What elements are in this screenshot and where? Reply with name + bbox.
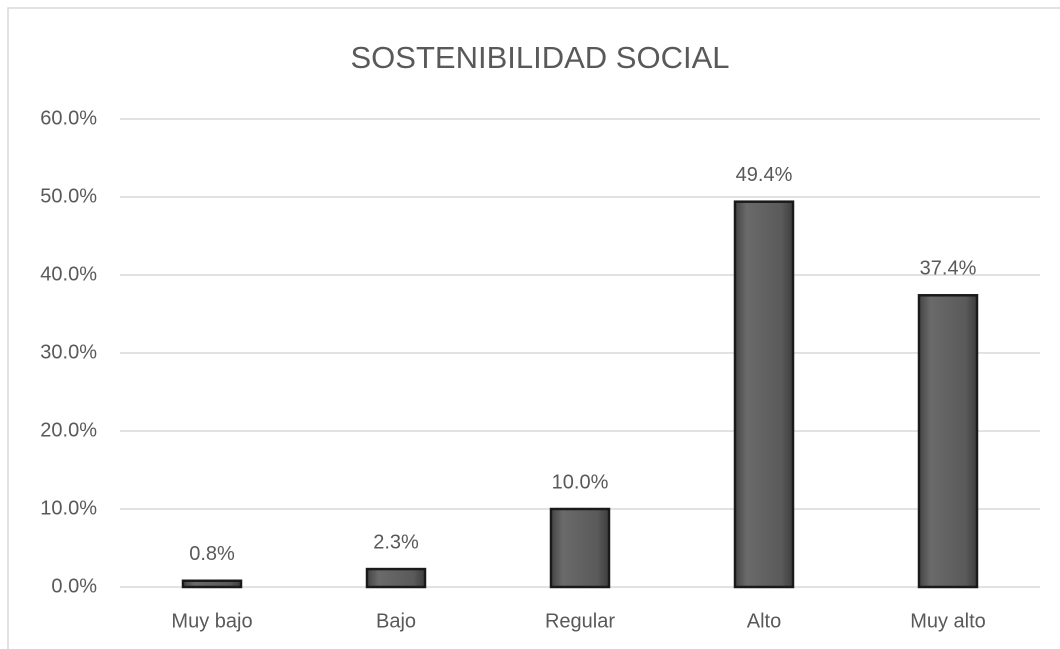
y-tick-label: 30.0%: [40, 341, 97, 363]
data-label: 37.4%: [920, 258, 977, 280]
bar: [181, 579, 243, 589]
y-tick-label: 60.0%: [40, 107, 97, 129]
y-tick-label: 40.0%: [40, 263, 97, 285]
x-tick-label: Alto: [747, 610, 781, 632]
x-tick-label: Bajo: [376, 610, 416, 632]
bar: [917, 294, 979, 589]
chart-border: [7, 7, 1060, 649]
data-label: 2.3%: [373, 531, 419, 553]
chart-title: SOSTENIBILIDAD SOCIAL: [351, 40, 730, 75]
bar: [365, 567, 427, 589]
data-label: 10.0%: [552, 471, 609, 493]
y-tick-label: 10.0%: [40, 497, 97, 519]
y-tick-label: 20.0%: [40, 419, 97, 441]
y-tick-label: 0.0%: [51, 575, 97, 597]
x-tick-label: Regular: [545, 610, 615, 632]
bar: [549, 507, 611, 589]
data-label: 49.4%: [736, 164, 793, 186]
data-label: 0.8%: [189, 543, 235, 565]
y-tick-label: 50.0%: [40, 185, 97, 207]
x-tick-label: Muy alto: [910, 610, 986, 632]
x-tick-label: Muy bajo: [171, 610, 252, 632]
bar: [733, 200, 795, 589]
